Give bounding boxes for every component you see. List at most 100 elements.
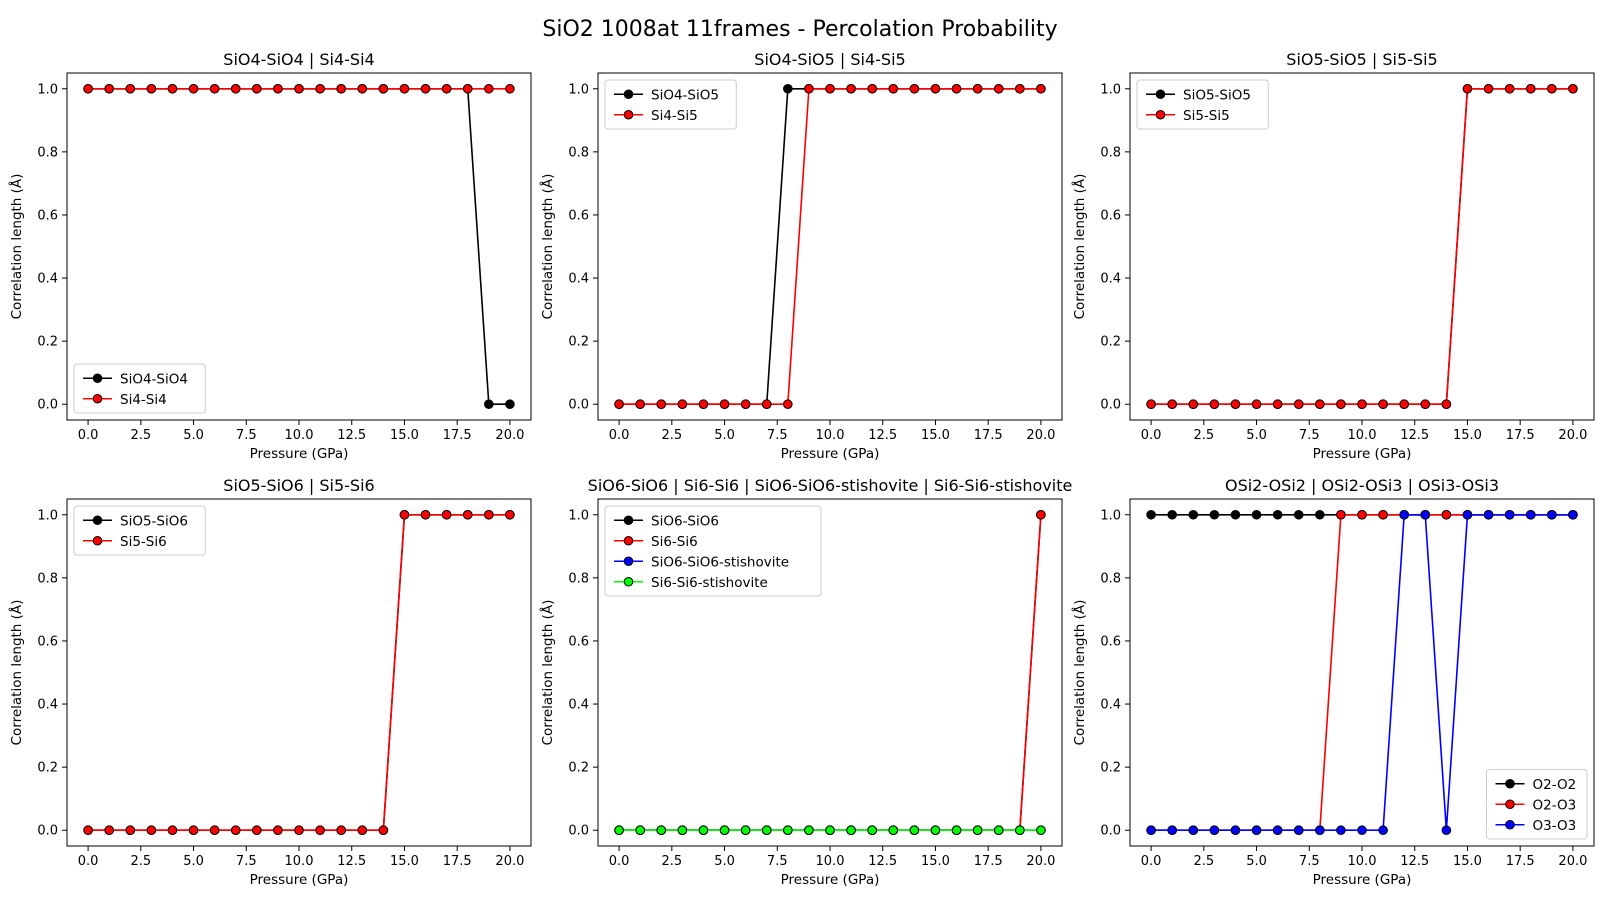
data-point [1568,509,1578,520]
data-point [1504,509,1515,520]
data-point [1209,825,1220,836]
data-point [441,509,452,520]
subplot-title: SiO6-SiO6 | Si6-Si6 | SiO6-SiO6-stishovi… [588,476,1073,495]
y-axis-label: Correlation length (Å) [8,174,25,320]
data-point [357,83,368,94]
data-point [677,399,688,410]
data-point [273,825,283,836]
series-line [1151,87,1573,406]
data-point [1483,509,1494,520]
legend-marker [623,89,634,100]
legend-marker [623,515,634,526]
legend-label: O2-O3 [1533,797,1577,813]
legend: SiO6-SiO6 Si6-Si6 SiO6-SiO6-stishovite Si6-… [604,505,822,597]
subplot-grid: SiO4-SiO4 | Si4-Si4 0.0 2.5 5.0 7.5 10.0 12.5 1… [8,50,1595,888]
x-tick-label: 20.0 [1558,428,1587,443]
data-point [930,825,941,836]
data-point [167,83,178,94]
x-tick-label: 0.0 [609,854,630,869]
series-line [619,87,1041,406]
x-tick-label: 5.0 [183,428,204,443]
x-tick-label: 7.5 [236,428,257,443]
data-point [462,509,473,520]
legend-box [1136,79,1269,130]
data-point [336,825,346,836]
y-tick-label: 0.8 [37,145,58,160]
data-point [1336,509,1346,520]
data-point [1251,509,1262,520]
x-tick-label: 15.0 [390,428,419,443]
data-point [1188,509,1199,520]
data-point [1568,83,1578,94]
data-point [1015,825,1025,836]
x-tick-label: 12.5 [868,428,897,443]
data-point [104,83,114,94]
legend-box [604,79,737,130]
data-point [951,83,962,94]
subplot-4: SiO5-SiO6 | Si5-Si6 0.0 2.5 5.0 7.5 10.0 12.5 1… [8,476,532,888]
legend-marker [1505,778,1515,789]
data-point [1420,509,1431,520]
data-point [1462,509,1473,520]
subplot-5: SiO6-SiO6 | Si6-Si6 | SiO6-SiO6-stishovi… [539,476,1072,888]
data-point [698,825,709,836]
y-tick-label: 0.6 [37,208,58,223]
x-tick-label: 12.5 [868,854,897,869]
data-point [1036,83,1046,94]
series-line [88,513,510,832]
series-line [88,87,510,406]
data-point [1167,509,1177,520]
x-tick-label: 10.0 [1348,854,1377,869]
data-point [846,825,856,836]
data-point [378,83,389,94]
y-tick-label: 0.2 [568,761,589,776]
x-tick-label: 2.5 [661,428,682,443]
data-point [1547,509,1557,520]
series-line [619,87,1041,406]
y-tick-label: 0.6 [1100,208,1121,223]
x-tick-label: 5.0 [1246,428,1267,443]
x-tick-label: 5.0 [1246,854,1267,869]
y-tick-label: 0.4 [37,698,58,713]
data-point [740,825,751,836]
x-tick-label: 12.5 [1400,428,1429,443]
x-axis-label: Pressure (GPa) [250,872,349,888]
data-point [125,825,136,836]
y-tick-label: 0.6 [1100,634,1121,649]
x-axis-label: Pressure (GPa) [1313,872,1412,888]
y-tick-label: 0.8 [37,571,58,586]
data-point [1251,825,1262,836]
y-tick-label: 0.0 [37,398,58,413]
data-point [357,825,368,836]
legend: O2-O2 O2-O3 O3-O3 [1486,769,1588,840]
data-point [1525,509,1536,520]
legend-label: Si5-Si5 [1183,108,1230,124]
data-point [761,399,772,410]
y-tick-label: 0.8 [568,571,589,586]
data-point [209,825,220,836]
legend-box [604,505,822,597]
x-tick-label: 20.0 [1026,428,1055,443]
y-tick-label: 0.4 [568,698,589,713]
data-point [825,83,835,94]
x-tick-label: 7.5 [767,854,788,869]
y-axis-label: Correlation length (Å) [8,600,25,746]
legend-marker [92,393,103,404]
y-tick-label: 0.0 [568,824,589,839]
x-tick-label: 5.0 [183,854,204,869]
legend-label: Si6-Si6-stishovite [651,575,768,591]
data-point [1015,83,1025,94]
x-tick-label: 12.5 [1400,854,1429,869]
data-point [1525,83,1536,94]
y-tick-label: 0.4 [568,272,589,287]
data-point [1441,825,1452,836]
data-point [104,825,114,836]
x-tick-label: 2.5 [130,854,151,869]
x-tick-label: 10.0 [285,854,314,869]
data-point [420,509,431,520]
data-point [399,509,410,520]
legend-label: Si5-Si6 [120,534,167,550]
data-point [972,83,983,94]
legend-label: SiO4-SiO5 [651,87,719,103]
